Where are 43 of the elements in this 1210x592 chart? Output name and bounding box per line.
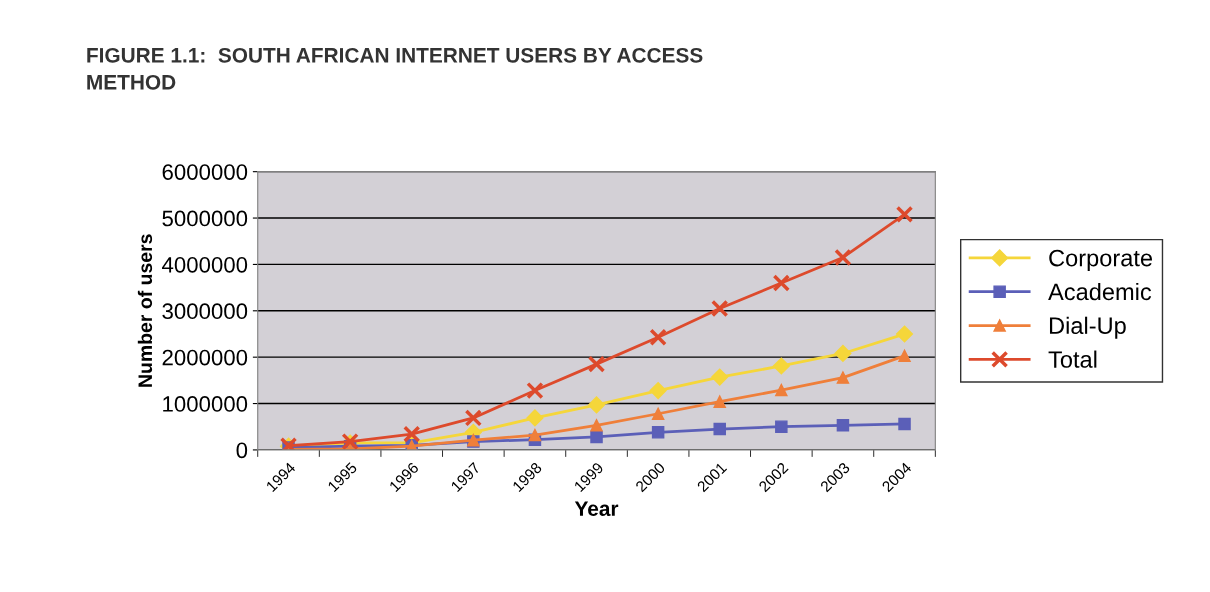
point bbox=[403, 425, 421, 443]
point bbox=[836, 371, 850, 384]
point bbox=[898, 349, 911, 363]
point bbox=[836, 419, 850, 432]
legend-label: Total bbox=[1048, 350, 1097, 368]
chart-title: FIGURE 1.1: SOUTH AFRICAN INTERNET USERS BY ACCESS METHOD bbox=[87, 47, 703, 90]
legend-label: Dial-Up bbox=[1049, 316, 1126, 339]
y-tick-label: 1000000 bbox=[163, 396, 248, 412]
point bbox=[649, 328, 667, 346]
y-tick-label: 2000000 bbox=[162, 349, 248, 366]
y-tick-label: 3000000 bbox=[162, 303, 248, 320]
legend-label: Corporate bbox=[1049, 249, 1152, 272]
point bbox=[713, 395, 726, 408]
legend-label: Academic bbox=[1048, 282, 1152, 301]
point bbox=[651, 407, 665, 420]
y-tick-label: 4000000 bbox=[162, 256, 248, 273]
point bbox=[587, 355, 606, 373]
point bbox=[895, 325, 914, 343]
point bbox=[464, 409, 483, 427]
point bbox=[898, 417, 911, 431]
point bbox=[772, 357, 790, 375]
y-tick-label: 5000000 bbox=[162, 210, 248, 227]
point bbox=[772, 274, 791, 292]
point bbox=[528, 428, 542, 442]
point bbox=[590, 430, 603, 444]
point bbox=[775, 420, 788, 433]
point bbox=[711, 299, 729, 318]
point bbox=[713, 422, 726, 436]
y-tick-label: 6000000 bbox=[162, 164, 248, 180]
x-axis-title: Year bbox=[574, 501, 619, 516]
point bbox=[526, 409, 544, 427]
point bbox=[711, 368, 729, 386]
point bbox=[526, 381, 544, 400]
point bbox=[895, 205, 914, 224]
point bbox=[587, 396, 606, 414]
point bbox=[649, 382, 667, 400]
point bbox=[834, 248, 852, 267]
point bbox=[590, 419, 603, 432]
point bbox=[834, 344, 852, 363]
y-axis-title: Number of users bbox=[137, 234, 153, 387]
point bbox=[651, 426, 665, 439]
y-tick-label: 0 bbox=[236, 442, 248, 459]
point bbox=[775, 383, 788, 397]
